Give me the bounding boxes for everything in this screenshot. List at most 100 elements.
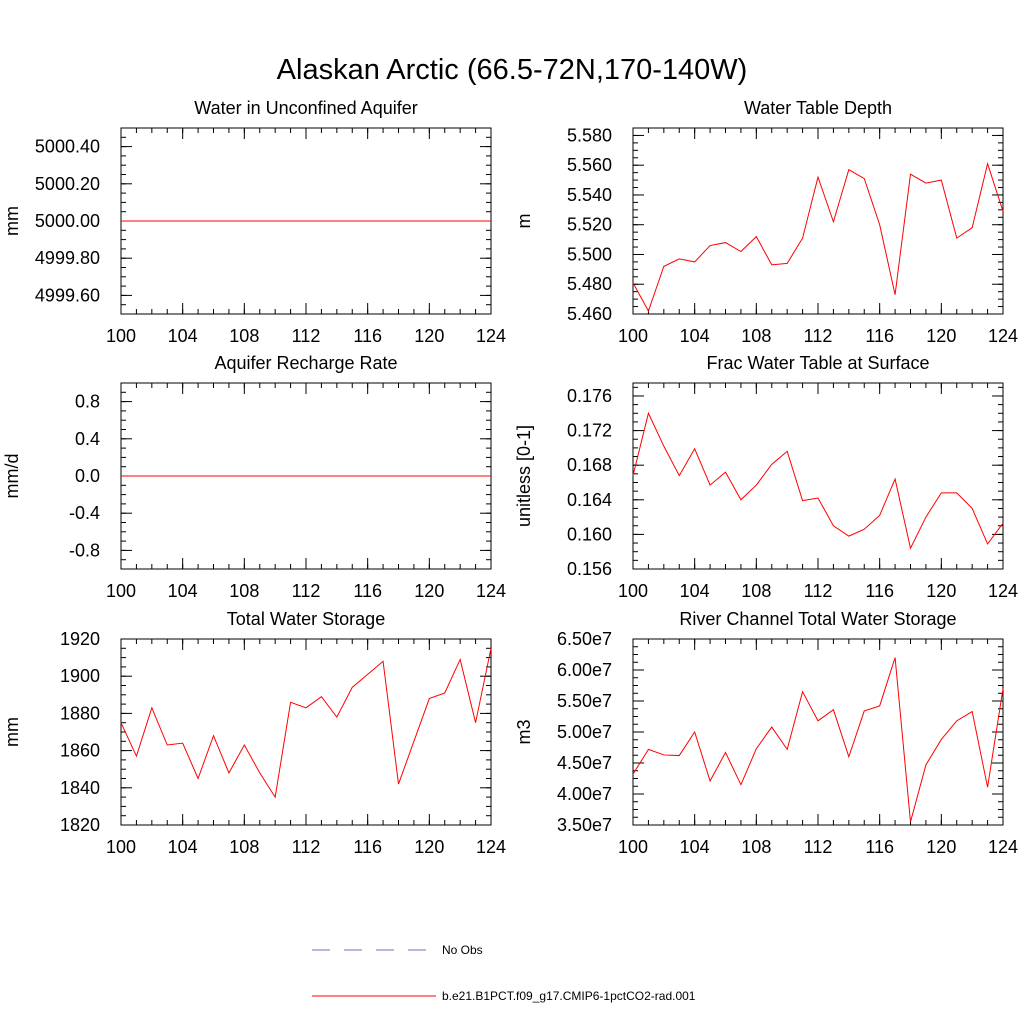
- x-tick-label: 100: [618, 581, 648, 601]
- x-tick-label: 116: [353, 326, 382, 346]
- x-tick-label: 108: [229, 326, 259, 346]
- y-tick-label: 0.0: [75, 466, 100, 486]
- y-axis-label-frac-water-table-at-surface: unitless [0-1]: [514, 425, 534, 527]
- y-tick-label: 0.160: [567, 524, 612, 544]
- y-tick-label: 6.50e7: [557, 629, 612, 649]
- panel-river-channel-total-water-storage: River Channel Total Water Storage m3 100 10…: [514, 609, 1018, 857]
- y-tick-label: 4.00e7: [557, 784, 612, 804]
- legend: No Obs b.e21.B1PCT.f09_g17.CMIP6-1pctCO2…: [312, 943, 696, 1003]
- series-line-total-water-storage: [120, 648, 492, 799]
- y-tick-label: 5.460: [567, 304, 612, 324]
- panel-title-frac-water-table-at-surface: Frac Water Table at Surface: [706, 353, 929, 373]
- series-line-frac-water-table-at-surface: [632, 411, 1004, 550]
- x-tick-label: 112: [292, 326, 321, 346]
- panels: Water in Unconfined Aquifer mm 100 104 108 11…: [2, 98, 1018, 857]
- x-tick-label: 104: [680, 837, 710, 857]
- x-tick-label: 104: [680, 326, 710, 346]
- y-axis-label-aquifer-recharge-rate: mm/d: [2, 454, 22, 499]
- panel-water-in-unconfined-aquifer: Water in Unconfined Aquifer mm 100 104 108 11…: [2, 98, 506, 346]
- panel-title-total-water-storage: Total Water Storage: [227, 609, 385, 629]
- y-tick-label: 1820: [60, 815, 100, 835]
- x-tick-label: 112: [292, 581, 321, 601]
- y-tick-label: 5.500: [567, 244, 612, 264]
- panel-title-water-in-unconfined-aquifer: Water in Unconfined Aquifer: [194, 98, 417, 118]
- x-tick-label: 108: [741, 837, 771, 857]
- x-tick-label: 124: [476, 581, 506, 601]
- x-tick-label: 100: [618, 326, 648, 346]
- y-tick-label: 5.560: [567, 155, 612, 175]
- x-tick-label: 120: [926, 581, 956, 601]
- x-tick-label: 100: [106, 581, 136, 601]
- y-tick-label: 5000.40: [35, 137, 100, 157]
- x-tick-label: 124: [988, 581, 1018, 601]
- x-tick-label: 100: [618, 837, 648, 857]
- y-tick-label: 5000.00: [35, 211, 100, 231]
- x-tick-label: 116: [865, 581, 894, 601]
- x-tick-label: 124: [476, 837, 506, 857]
- x-tick-label: 112: [804, 581, 833, 601]
- y-tick-label: 1840: [60, 778, 100, 798]
- x-tick-label: 100: [106, 837, 136, 857]
- legend-entry-model-run: b.e21.B1PCT.f09_g17.CMIP6-1pctCO2-rad.00…: [312, 989, 696, 1003]
- x-tick-label: 104: [168, 581, 198, 601]
- legend-label-no-obs: No Obs: [442, 943, 483, 957]
- x-tick-label: 120: [414, 326, 444, 346]
- y-tick-label: 1860: [60, 741, 100, 761]
- x-tick-label: 104: [680, 581, 710, 601]
- y-tick-label: 5.540: [567, 185, 612, 205]
- y-tick-label: 4999.60: [35, 285, 100, 305]
- x-tick-label: 120: [926, 326, 956, 346]
- y-tick-label: 5.00e7: [557, 722, 612, 742]
- y-tick-label: 0.168: [567, 455, 612, 475]
- panel-title-river-channel-total-water-storage: River Channel Total Water Storage: [679, 609, 956, 629]
- panel-aquifer-recharge-rate: Aquifer Recharge Rate mm/d 100 104 108 112 116…: [2, 353, 506, 601]
- y-tick-label: 0.4: [75, 429, 100, 449]
- x-tick-label: 100: [106, 326, 136, 346]
- x-tick-label: 108: [741, 326, 771, 346]
- figure-title: Alaskan Arctic (66.5-72N,170-140W): [277, 54, 748, 86]
- y-tick-label: 5000.20: [35, 174, 100, 194]
- y-tick-label: 4999.80: [35, 248, 100, 268]
- legend-label-model-run: b.e21.B1PCT.f09_g17.CMIP6-1pctCO2-rad.00…: [442, 989, 696, 1003]
- x-tick-label: 124: [988, 837, 1018, 857]
- y-tick-label: 1920: [60, 629, 100, 649]
- series-line-water-table-depth: [632, 161, 1004, 313]
- x-tick-label: 108: [229, 581, 259, 601]
- panel-frac-water-table-at-surface: Frac Water Table at Surface unitless [0-1…: [514, 353, 1018, 601]
- y-axis-label-total-water-storage: mm: [2, 717, 22, 747]
- y-tick-label: 5.580: [567, 125, 612, 145]
- y-tick-label: 5.480: [567, 274, 612, 294]
- y-tick-label: 3.50e7: [557, 815, 612, 835]
- y-tick-label: 0.172: [567, 421, 612, 441]
- y-tick-label: -0.8: [69, 540, 100, 560]
- x-tick-label: 116: [353, 581, 382, 601]
- y-axis-label-water-in-unconfined-aquifer: mm: [2, 206, 22, 236]
- y-tick-label: 1900: [60, 666, 100, 686]
- y-tick-label: 5.520: [567, 215, 612, 235]
- x-tick-label: 112: [292, 837, 321, 857]
- series-line-river-channel-total-water-storage: [632, 657, 1004, 823]
- panel-water-table-depth: Water Table Depth m 100 104 108 112 116 120 124 5…: [514, 98, 1018, 346]
- y-tick-label: 1880: [60, 703, 100, 723]
- panel-total-water-storage: Total Water Storage mm 100 104 108 112 116 120 1…: [2, 609, 506, 857]
- x-tick-label: 124: [476, 326, 506, 346]
- x-tick-label: 120: [414, 837, 444, 857]
- x-tick-label: 124: [988, 326, 1018, 346]
- y-axis-label-river-channel-total-water-storage: m3: [514, 719, 534, 744]
- x-tick-label: 116: [353, 837, 382, 857]
- x-tick-label: 116: [865, 326, 894, 346]
- x-tick-label: 116: [865, 837, 894, 857]
- panel-title-water-table-depth: Water Table Depth: [744, 98, 892, 118]
- y-tick-label: 5.50e7: [557, 691, 612, 711]
- legend-entry-no-obs: No Obs: [312, 943, 483, 957]
- x-tick-label: 104: [168, 837, 198, 857]
- x-tick-label: 120: [414, 581, 444, 601]
- y-tick-label: 0.164: [567, 490, 612, 510]
- x-tick-label: 108: [741, 581, 771, 601]
- y-tick-label: -0.4: [69, 503, 100, 523]
- y-tick-label: 0.8: [75, 392, 100, 412]
- x-tick-label: 108: [229, 837, 259, 857]
- y-tick-label: 6.00e7: [557, 660, 612, 680]
- y-axis-label-water-table-depth: m: [514, 214, 534, 229]
